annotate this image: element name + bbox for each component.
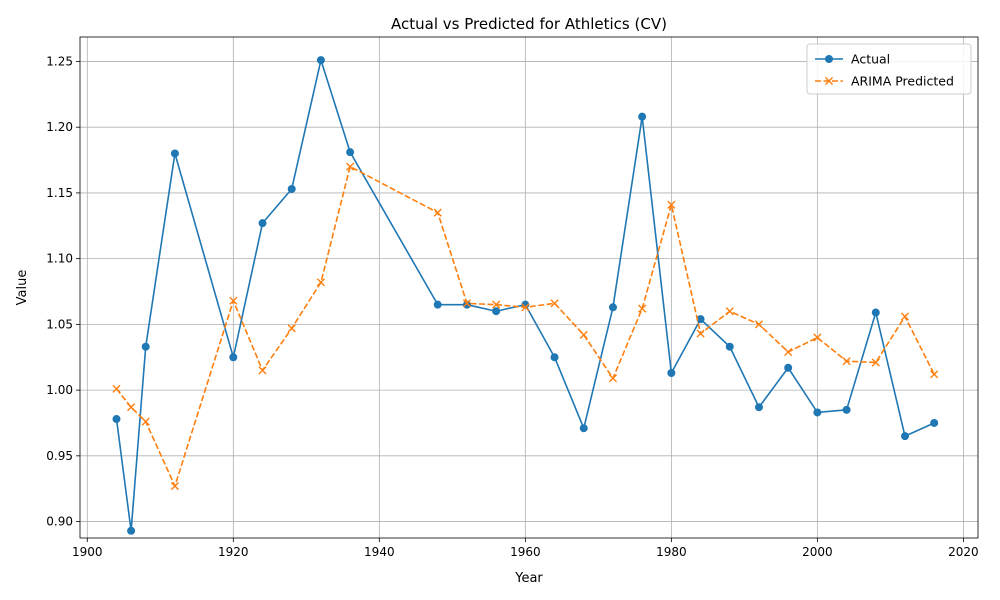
data-point xyxy=(433,208,442,217)
y-tick-label: 0.90 xyxy=(46,515,73,529)
y-axis: 0.90 0.95 1.00 1.05 1.10 1.15 1.20 1.25 xyxy=(46,54,80,529)
data-point xyxy=(229,353,238,362)
data-point xyxy=(930,418,939,427)
y-tick-label: 1.15 xyxy=(46,186,73,200)
data-point xyxy=(900,312,910,321)
data-point xyxy=(127,526,136,535)
y-tick-label: 0.95 xyxy=(46,449,73,463)
data-point xyxy=(696,329,705,338)
x-axis: 1900 1920 1940 1960 1980 2000 2020 xyxy=(72,538,979,559)
data-point xyxy=(170,149,179,158)
x-axis-label: Year xyxy=(514,571,543,586)
data-point xyxy=(521,303,530,312)
data-point xyxy=(725,342,734,351)
series-actual xyxy=(112,56,939,535)
data-point xyxy=(258,219,267,228)
data-point xyxy=(433,300,442,309)
y-tick-label: 1.05 xyxy=(46,317,73,331)
x-tick-label: 1960 xyxy=(510,545,541,559)
data-point xyxy=(287,184,296,193)
x-tick-label: 2000 xyxy=(802,545,833,559)
legend-marker xyxy=(824,76,834,86)
y-tick-label: 1.20 xyxy=(46,120,73,134)
data-point xyxy=(346,162,355,171)
legend-label: ARIMA Predicted xyxy=(851,74,954,89)
data-point xyxy=(871,308,880,317)
data-point xyxy=(287,324,296,333)
data-point xyxy=(258,366,267,375)
data-point xyxy=(813,333,822,342)
data-point xyxy=(492,307,501,316)
data-point xyxy=(900,432,909,441)
x-tick-label: 1940 xyxy=(364,545,395,559)
legend-label: Actual xyxy=(851,52,890,67)
data-point xyxy=(784,363,793,372)
data-point xyxy=(127,403,136,412)
data-point xyxy=(112,415,121,424)
data-point xyxy=(229,296,238,305)
data-point xyxy=(316,56,325,65)
data-point xyxy=(871,358,880,367)
data-point xyxy=(638,304,647,313)
data-point xyxy=(696,315,705,324)
data-point xyxy=(316,278,326,287)
x-tick-label: 1920 xyxy=(218,545,249,559)
data-point xyxy=(550,299,559,308)
series-arima-predicted xyxy=(112,162,939,491)
data-point xyxy=(608,303,617,312)
data-point xyxy=(579,424,588,433)
data-point xyxy=(141,342,150,351)
data-point xyxy=(930,370,939,379)
data-point xyxy=(667,369,676,378)
y-tick-label: 1.00 xyxy=(46,383,73,397)
legend-box xyxy=(806,43,972,95)
series-layer xyxy=(112,56,939,535)
data-point xyxy=(492,300,501,309)
data-point xyxy=(550,353,559,362)
grid xyxy=(80,37,978,538)
data-point xyxy=(141,417,150,426)
legend-entry: ARIMA Predicted xyxy=(815,74,954,89)
data-point xyxy=(754,320,764,329)
data-point xyxy=(667,200,676,209)
data-point xyxy=(754,403,763,412)
series-line xyxy=(115,165,935,487)
data-point xyxy=(725,307,734,316)
data-point xyxy=(579,330,588,339)
chart-title: Actual vs Predicted for Athletics (CV) xyxy=(391,15,667,33)
y-axis-label: Value xyxy=(15,270,30,306)
legend-marker xyxy=(825,55,833,63)
data-point xyxy=(462,299,472,308)
data-point xyxy=(842,357,851,366)
data-point xyxy=(784,347,793,357)
plot-frame xyxy=(79,36,979,539)
data-point xyxy=(842,405,851,414)
x-tick-label: 1900 xyxy=(72,545,103,559)
data-point xyxy=(346,148,355,157)
legend-entry: Actual xyxy=(815,52,890,67)
data-point xyxy=(813,408,822,417)
x-tick-label: 2020 xyxy=(948,545,979,559)
data-point xyxy=(608,374,618,383)
y-tick-label: 1.10 xyxy=(46,252,73,266)
data-point xyxy=(112,384,121,393)
data-point xyxy=(638,112,647,121)
legend: Actual ARIMA Predicted xyxy=(806,43,972,95)
data-point xyxy=(170,481,180,491)
x-tick-label: 1980 xyxy=(656,545,687,559)
y-tick-label: 1.25 xyxy=(46,54,73,68)
data-point xyxy=(462,300,471,309)
